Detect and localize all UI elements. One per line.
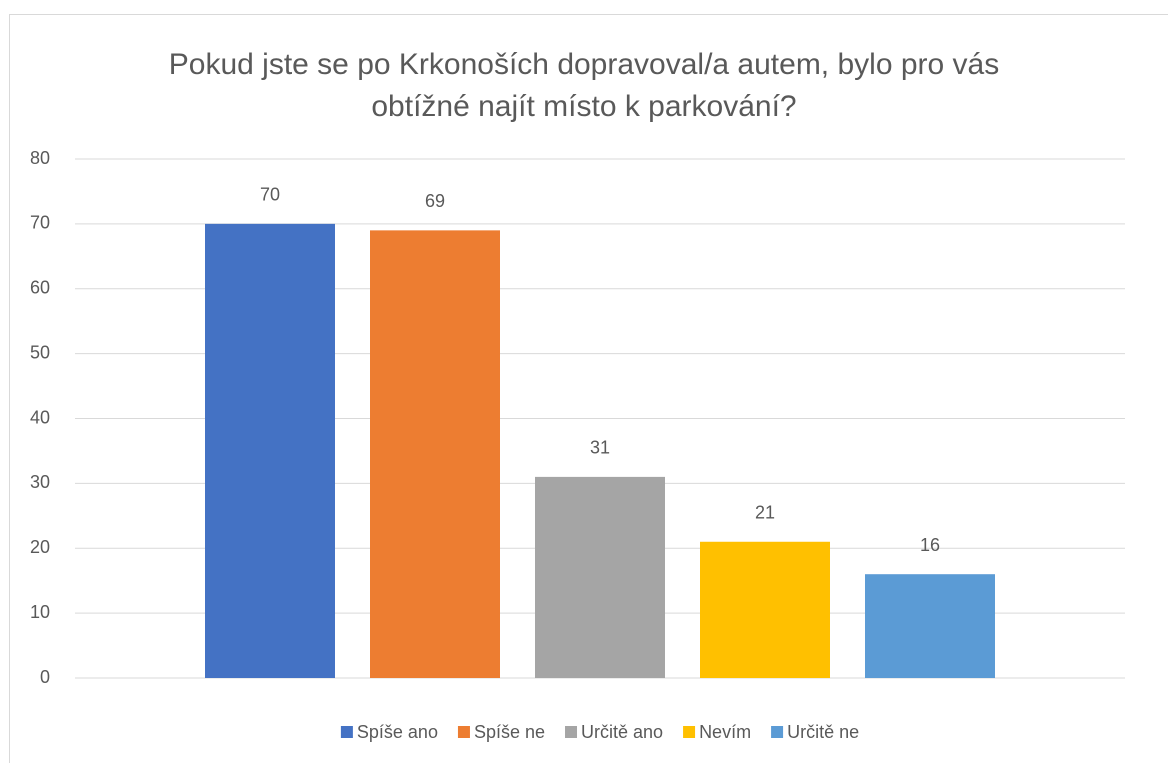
- legend-swatch: [457, 726, 470, 738]
- data-label: 70: [260, 185, 280, 205]
- legend-label: Spíše ne: [474, 722, 545, 742]
- data-label: 21: [755, 503, 775, 523]
- legend-label: Určitě ano: [581, 722, 663, 742]
- legend-label: Spíše ano: [357, 722, 438, 742]
- bar: [865, 574, 995, 678]
- data-label: 16: [920, 535, 940, 555]
- legend-swatch: [771, 726, 784, 738]
- bar: [700, 541, 830, 678]
- legend-label: Určitě ne: [787, 722, 859, 742]
- bar: [370, 230, 500, 679]
- y-tick-label: 60: [30, 278, 50, 298]
- y-tick-label: 70: [30, 213, 50, 233]
- bar: [535, 476, 665, 678]
- y-tick-label: 20: [30, 537, 50, 557]
- y-tick-label: 10: [30, 602, 50, 622]
- y-tick-label: 30: [30, 472, 50, 492]
- data-label: 69: [425, 191, 445, 211]
- bar: [205, 223, 335, 678]
- legend-swatch: [683, 726, 696, 738]
- y-tick-label: 50: [30, 342, 50, 362]
- chart-title: Pokud jste se po Krkonoších dopravoval/a…: [168, 48, 1000, 123]
- y-tick-label: 0: [40, 667, 50, 687]
- legend-swatch: [565, 726, 578, 738]
- legend-label: Nevím: [699, 722, 751, 742]
- chart-border: [9, 14, 1168, 763]
- y-tick-label: 80: [30, 148, 50, 168]
- legend-swatch: [340, 726, 353, 738]
- y-tick-label: 40: [30, 407, 50, 427]
- data-label: 31: [590, 438, 610, 458]
